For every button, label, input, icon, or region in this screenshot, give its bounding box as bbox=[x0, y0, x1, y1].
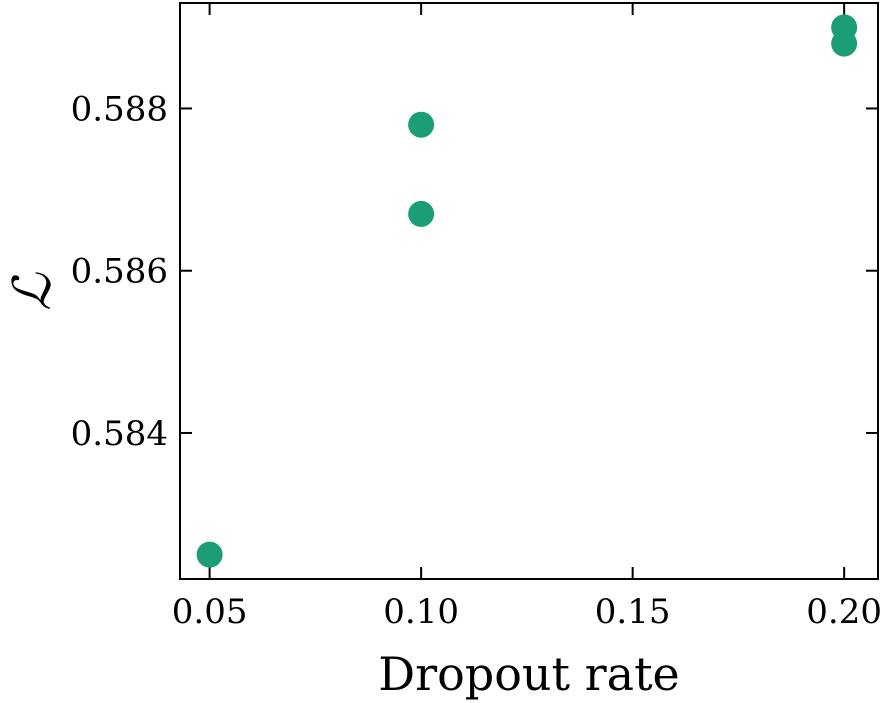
x-tick-label: 0.15 bbox=[595, 592, 671, 632]
y-axis-ticks: 0.584 0.586 0.588 bbox=[71, 89, 878, 454]
x-axis-ticks: 0.05 0.10 0.15 0.20 bbox=[172, 3, 882, 632]
scatter-point bbox=[408, 200, 435, 227]
data-points bbox=[196, 14, 858, 568]
x-axis-label: Dropout rate bbox=[378, 647, 680, 701]
scatter-point bbox=[196, 541, 223, 568]
y-tick-label: 0.588 bbox=[71, 89, 168, 129]
plot-frame bbox=[179, 2, 879, 580]
x-tick-label: 0.20 bbox=[806, 592, 882, 632]
scatter-point bbox=[831, 30, 858, 57]
y-tick-label: 0.584 bbox=[71, 414, 168, 454]
x-tick-label: 0.10 bbox=[383, 592, 459, 632]
scatter-point bbox=[408, 111, 435, 138]
y-axis-label: ℒ bbox=[3, 272, 63, 311]
x-tick-label: 0.05 bbox=[172, 592, 248, 632]
y-tick-label: 0.586 bbox=[71, 252, 168, 292]
